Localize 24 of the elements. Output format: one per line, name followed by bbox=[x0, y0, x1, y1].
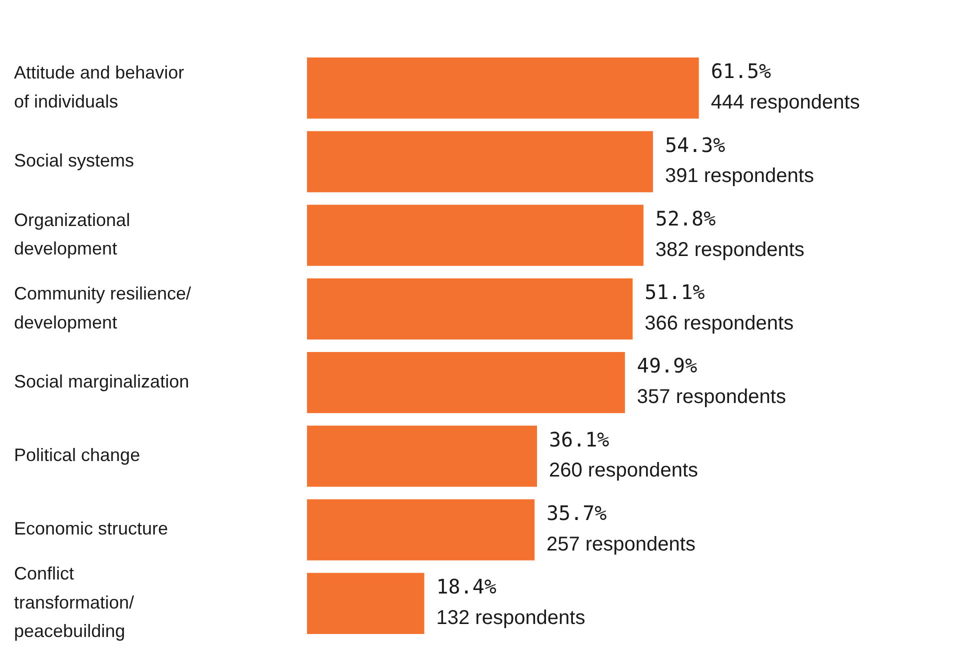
data-label: 36.1% 260 respondents bbox=[549, 427, 698, 482]
bar bbox=[307, 131, 653, 192]
bar bbox=[307, 352, 625, 414]
data-label: 51.1% 366 respondents bbox=[644, 280, 794, 334]
bar bbox=[307, 426, 538, 487]
bar bbox=[307, 278, 633, 340]
data-label: 52.8% 382 respondents bbox=[655, 206, 804, 261]
y-tick-label: Conflict transformation/peacebuilding bbox=[14, 564, 134, 642]
data-label: 18.4% 132 respondents bbox=[436, 574, 586, 629]
data-label: 35.7% 257 respondents bbox=[546, 500, 696, 556]
y-tick-label: Community resilience/development bbox=[14, 283, 192, 332]
bar bbox=[307, 57, 699, 119]
y-tick-label: Attitude and behavior of individuals bbox=[14, 62, 184, 112]
y-tick-label: Social systems bbox=[14, 150, 134, 171]
bar bbox=[307, 499, 534, 560]
data-label: 54.3% 391 respondents bbox=[664, 132, 814, 188]
bar bbox=[307, 572, 424, 634]
bar bbox=[307, 204, 644, 266]
y-tick-label: Economic structure bbox=[14, 518, 168, 539]
data-label: 61.5% 444 respondents bbox=[710, 59, 860, 114]
y-tick-label: Political change bbox=[14, 445, 140, 466]
y-tick-label: Social marginalization bbox=[14, 371, 190, 392]
y-tick-label: Organizational development bbox=[14, 210, 130, 259]
data-label: 49.9% 357 respondents bbox=[636, 354, 786, 408]
